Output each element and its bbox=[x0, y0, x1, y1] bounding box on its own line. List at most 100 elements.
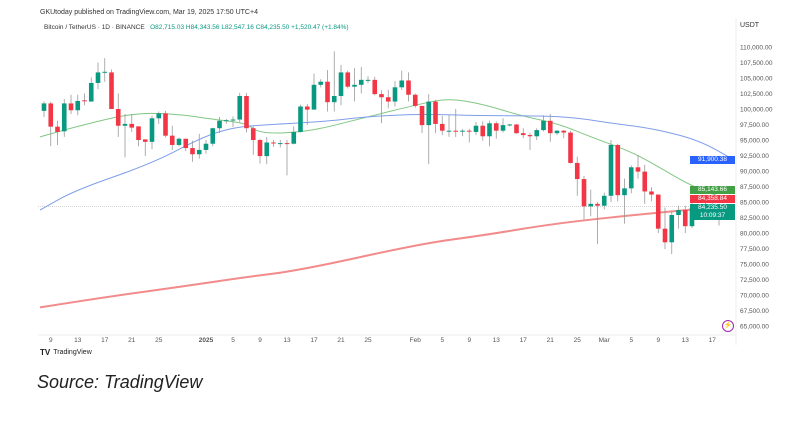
moving-average-ma200 bbox=[39, 204, 733, 309]
symbol-name[interactable]: Bitcoin / TetherUS · 1D · BINANCE bbox=[44, 24, 145, 31]
price-tick-label: 110,000.00 bbox=[740, 45, 772, 52]
candle-body bbox=[169, 135, 175, 145]
candle-body bbox=[331, 95, 337, 103]
candle-body bbox=[75, 100, 81, 111]
candle-body bbox=[642, 171, 648, 192]
candle-body bbox=[601, 195, 607, 206]
time-tick-label: Feb bbox=[410, 337, 422, 344]
tradingview-logo: TV TradingView bbox=[40, 348, 92, 357]
candle-body bbox=[311, 84, 317, 110]
candle-body bbox=[298, 106, 303, 132]
sparkle-icon[interactable]: ⚡ bbox=[722, 320, 734, 332]
price-tick-label: 77,500.00 bbox=[740, 246, 769, 253]
candle-body bbox=[345, 72, 351, 87]
candle-body bbox=[196, 149, 202, 155]
candle-body bbox=[460, 130, 465, 132]
brand-text: TradingView bbox=[53, 349, 92, 356]
price-tick-label: 80,000.00 bbox=[740, 231, 769, 238]
candle-body bbox=[41, 103, 47, 111]
candle-body bbox=[142, 139, 148, 142]
candle-body bbox=[682, 210, 688, 227]
candlestick-chart[interactable]: 110,000.00 107,500.00 105,000.00 102,500.00… bbox=[0, 0, 805, 345]
candle-body bbox=[568, 132, 573, 163]
candle-body bbox=[379, 94, 384, 98]
candle-body bbox=[615, 144, 621, 196]
ma200-price-label: 84,358.84 bbox=[690, 195, 735, 203]
candle-body bbox=[95, 72, 101, 83]
candle-body bbox=[257, 140, 263, 157]
candle-body bbox=[527, 135, 533, 137]
price-tick-label: 75,000.00 bbox=[740, 262, 769, 269]
low-value: L82,547.16 bbox=[221, 24, 254, 31]
time-tick-label: 21 bbox=[128, 337, 136, 344]
time-tick-label: 25 bbox=[155, 337, 163, 344]
candle-body bbox=[156, 113, 162, 119]
candle-body bbox=[61, 103, 67, 132]
candle-body bbox=[82, 100, 87, 102]
candle-body bbox=[595, 203, 600, 206]
candle-body bbox=[217, 120, 222, 129]
candle-body bbox=[338, 72, 344, 96]
price-tick-label: 90,000.00 bbox=[740, 169, 769, 176]
moving-average-ma50 bbox=[39, 113, 733, 211]
time-tick-label: 13 bbox=[283, 337, 291, 344]
candle-body bbox=[372, 79, 378, 95]
time-tick-label: 17 bbox=[520, 337, 528, 344]
time-tick-label: 13 bbox=[74, 337, 82, 344]
candle-body bbox=[223, 120, 229, 122]
bar-countdown: 10:09:37 bbox=[699, 212, 726, 219]
candle-body bbox=[230, 119, 236, 121]
close-value: C84,235.50 bbox=[255, 24, 290, 31]
candle-body bbox=[412, 94, 418, 106]
candle-body bbox=[284, 143, 290, 145]
time-tick-label: 25 bbox=[574, 337, 582, 344]
candle-body bbox=[109, 72, 114, 109]
candle-body bbox=[183, 138, 189, 149]
time-tick-label: 21 bbox=[337, 337, 345, 344]
price-tick-label: 85,000.00 bbox=[740, 200, 769, 207]
symbol-ohlc-legend: Bitcoin / TetherUS · 1D · BINANCE O82,71… bbox=[44, 24, 349, 31]
candle-body bbox=[514, 124, 519, 134]
candle-body bbox=[325, 81, 330, 103]
high-value: H84,343.56 bbox=[185, 24, 220, 31]
candle-body bbox=[635, 167, 641, 172]
price-tick-label: 97,500.00 bbox=[740, 122, 769, 129]
candle-body bbox=[304, 106, 310, 110]
candle-body bbox=[473, 125, 479, 132]
candle-body bbox=[487, 123, 492, 137]
candle-body bbox=[129, 123, 135, 128]
time-tick-label: 2025 bbox=[199, 337, 214, 344]
candle-body bbox=[574, 162, 580, 180]
candle-body bbox=[581, 179, 587, 207]
candle-body bbox=[655, 194, 661, 229]
candle-body bbox=[588, 203, 594, 207]
candle-body bbox=[271, 142, 276, 144]
candle-body bbox=[392, 87, 398, 102]
candle-body bbox=[649, 191, 654, 195]
candle-body bbox=[453, 130, 459, 132]
ma20-price-label: 85,143.66 bbox=[690, 186, 735, 194]
moving-average-ma20 bbox=[39, 99, 733, 202]
candle-body bbox=[622, 188, 627, 196]
candle-body bbox=[419, 105, 425, 126]
candle-body bbox=[149, 118, 155, 142]
candle-body bbox=[190, 148, 195, 155]
candle-body bbox=[561, 130, 567, 133]
price-tick-label: 82,500.00 bbox=[740, 215, 769, 222]
last-price: 84,235.50 bbox=[698, 204, 727, 211]
candle-body bbox=[176, 138, 182, 145]
candle-body bbox=[554, 130, 560, 134]
candle-body bbox=[399, 80, 405, 88]
candle-body bbox=[115, 109, 121, 126]
candle-body bbox=[507, 124, 513, 126]
time-tick-label: 5 bbox=[231, 337, 235, 344]
candle-body bbox=[102, 71, 108, 73]
publish-info: GKUtoday published on TradingView.com, M… bbox=[40, 9, 258, 16]
candle-body bbox=[122, 123, 128, 126]
source-caption: Source: TradingView bbox=[37, 372, 203, 392]
candle-body bbox=[385, 97, 391, 102]
price-tick-label: 67,500.00 bbox=[740, 308, 769, 315]
candle-body bbox=[237, 95, 243, 120]
price-tick-label: 65,000.00 bbox=[740, 324, 769, 331]
price-tick-label: 107,500.00 bbox=[740, 60, 773, 67]
